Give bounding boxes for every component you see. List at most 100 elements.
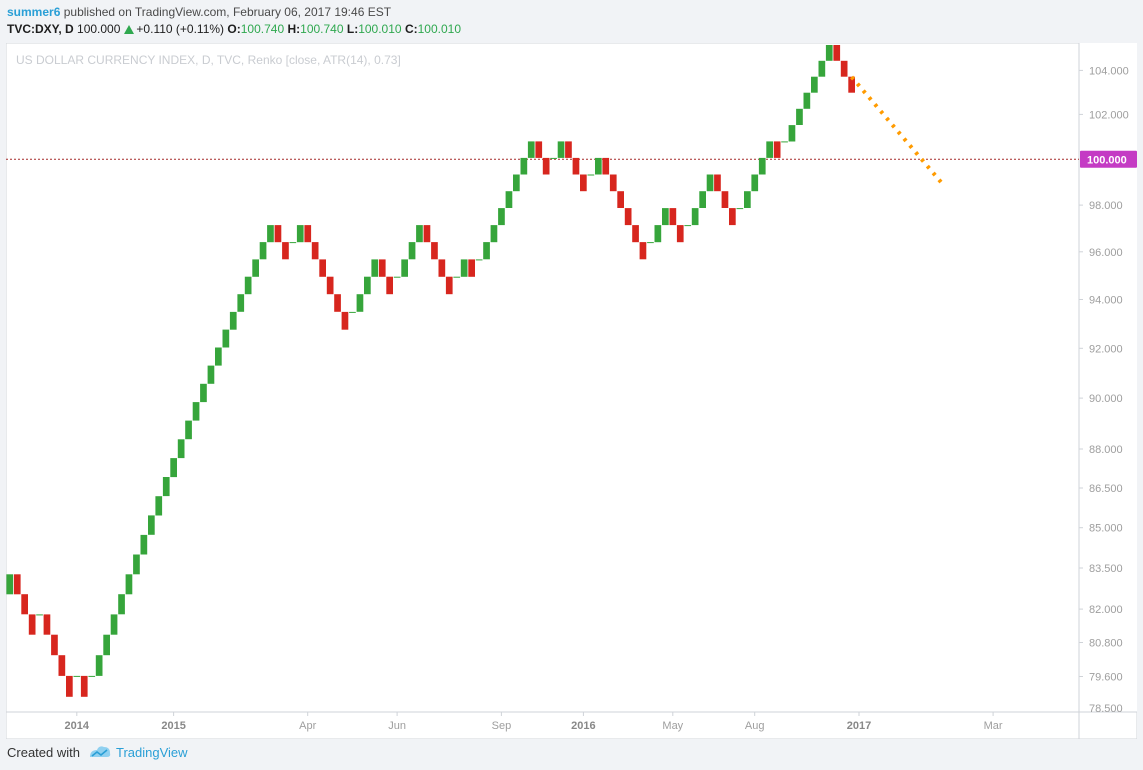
low-value: 100.010 <box>358 22 402 36</box>
down-brick <box>445 276 453 295</box>
x-tick-labels: 2014 2015 Apr Jun Sep 2016 May Aug 2017 Mar <box>65 712 1003 732</box>
down-brick <box>721 191 729 208</box>
down-brick <box>617 191 624 208</box>
up-brick <box>237 294 245 312</box>
up-brick <box>788 125 796 142</box>
y-tick-label: 92.000 <box>1089 343 1123 355</box>
down-brick <box>51 634 58 656</box>
y-tick-label: 104.000 <box>1089 65 1129 77</box>
published-text: published on TradingView.com, February 0… <box>63 5 392 19</box>
up-brick <box>647 242 654 244</box>
up-brick <box>207 365 215 384</box>
y-tick-label: 83.500 <box>1089 563 1123 575</box>
up-brick <box>758 157 766 175</box>
renko-chart[interactable]: 104.000 102.000 98.000 96.000 94.000 92.000 90… <box>6 43 1137 739</box>
y-tick-label: 79.600 <box>1089 672 1123 684</box>
up-brick <box>811 76 818 93</box>
up-brick <box>140 534 148 555</box>
down-brick <box>66 675 73 697</box>
down-brick <box>840 60 848 77</box>
publish-info: summer6 published on TradingView.com, Fe… <box>7 5 391 19</box>
footer: Created with TradingView <box>7 744 188 760</box>
x-tick-label: Apr <box>299 720 316 732</box>
down-brick <box>80 675 88 697</box>
down-brick <box>468 259 475 277</box>
down-brick <box>609 174 617 192</box>
down-brick <box>535 141 543 158</box>
down-brick <box>624 208 632 226</box>
up-brick <box>371 259 379 277</box>
up-brick <box>505 191 513 208</box>
up-brick <box>162 477 170 497</box>
down-brick <box>21 594 28 615</box>
up-brick <box>133 554 140 575</box>
y-tick-label: 94.000 <box>1089 295 1123 307</box>
down-brick <box>304 225 312 243</box>
up-brick <box>252 259 259 277</box>
up-brick <box>706 174 714 192</box>
down-brick <box>572 157 580 175</box>
up-brick <box>200 383 207 403</box>
y-tick-label: 90.000 <box>1089 393 1123 405</box>
down-brick <box>341 311 349 330</box>
down-brick <box>423 225 431 243</box>
tradingview-logo-icon <box>89 746 111 757</box>
open-value: 100.740 <box>240 22 285 36</box>
up-brick <box>73 675 81 677</box>
y-tick-label: 88.000 <box>1089 444 1123 456</box>
up-brick <box>408 242 416 260</box>
up-brick <box>36 614 43 616</box>
y-tick-label: 98.000 <box>1089 200 1123 212</box>
y-tick-label: 80.800 <box>1089 638 1123 650</box>
up-brick <box>513 174 520 192</box>
up-brick <box>595 157 602 175</box>
up-brick <box>110 614 118 635</box>
up-brick <box>95 655 103 676</box>
up-brick <box>662 208 669 226</box>
up-brick <box>229 311 237 330</box>
up-brick <box>550 157 557 159</box>
down-brick <box>326 276 334 295</box>
last-price: 100.000 <box>77 22 121 36</box>
down-brick <box>334 294 341 312</box>
down-brick <box>565 141 572 158</box>
down-brick <box>311 242 319 260</box>
down-brick <box>580 174 587 192</box>
renko-bricks <box>6 45 855 697</box>
up-brick <box>796 108 803 125</box>
up-brick <box>751 174 759 192</box>
up-brick <box>557 141 565 158</box>
up-arrow-icon <box>124 25 135 34</box>
up-brick <box>587 174 595 176</box>
up-brick <box>818 60 826 77</box>
up-brick <box>296 225 304 243</box>
up-brick <box>460 259 468 277</box>
symbol-label: TVC:DXY, D <box>7 22 74 36</box>
x-tick-label: Jun <box>388 720 406 732</box>
up-brick <box>244 276 252 295</box>
tradingview-link[interactable]: TradingView <box>115 745 188 760</box>
up-brick <box>401 259 408 277</box>
up-brick <box>825 45 833 61</box>
close-value: 100.010 <box>417 22 461 36</box>
up-brick <box>744 191 751 208</box>
up-brick <box>393 276 401 278</box>
up-brick <box>170 458 177 478</box>
up-brick <box>185 420 192 440</box>
high-label: H: <box>287 22 301 36</box>
chart-title: US DOLLAR CURRENCY INDEX, D, TVC, Renko … <box>16 53 401 67</box>
x-tick-label: 2016 <box>571 720 595 732</box>
y-tick-label: 85.000 <box>1089 523 1123 535</box>
down-brick <box>378 259 386 277</box>
up-brick <box>192 402 200 421</box>
down-brick <box>319 259 326 277</box>
author-link[interactable]: summer6 <box>7 5 61 19</box>
up-brick <box>736 208 744 210</box>
down-brick <box>58 655 66 676</box>
up-brick <box>267 225 274 243</box>
up-brick <box>155 496 163 516</box>
x-tick-label: May <box>662 720 683 732</box>
x-tick-label: Mar <box>984 720 1003 732</box>
x-tick-label: 2015 <box>161 720 185 732</box>
up-brick <box>803 92 811 109</box>
